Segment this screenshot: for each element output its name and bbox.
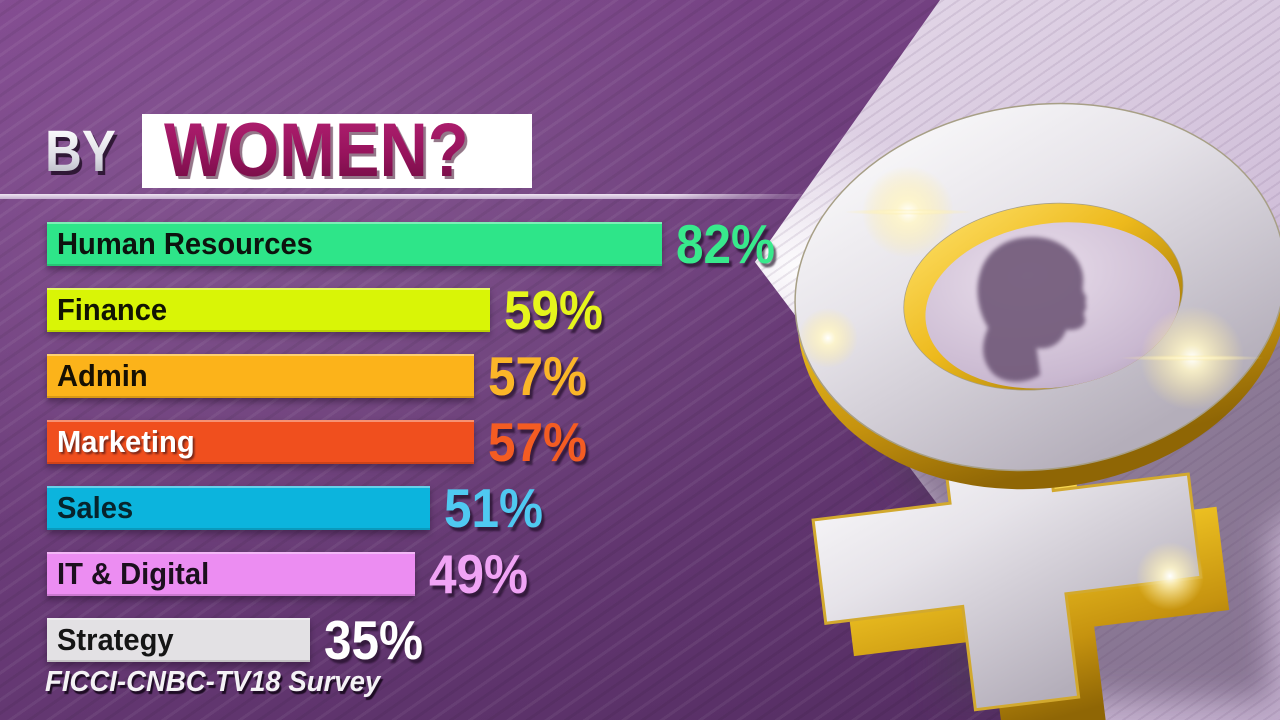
venus-symbol-icon <box>794 102 1280 720</box>
bar-row: Marketing 57% <box>47 412 887 472</box>
venus-cross <box>811 417 1230 720</box>
bar-label: Finance <box>57 292 168 327</box>
bar: Admin <box>47 354 474 398</box>
bar: Human Resources <box>47 222 662 266</box>
bar-row: Human Resources 82% <box>47 214 887 274</box>
bar-value: 82% <box>676 213 776 275</box>
bar-label: Marketing <box>57 424 195 459</box>
lens-flare <box>798 166 1264 610</box>
bar-value: 57% <box>488 411 588 473</box>
bar-label: Admin <box>57 358 148 393</box>
page-title: ROLES UNDERTAKEN <box>45 14 1003 108</box>
bar-label: Human Resources <box>57 226 313 261</box>
subtitle-highlight-box: WOMEN? <box>141 108 532 193</box>
bar: IT & Digital <box>47 552 415 596</box>
bar-label: IT & Digital <box>57 556 210 591</box>
bar-value: 49% <box>429 543 529 605</box>
bar-value: 59% <box>504 279 604 341</box>
bar: Strategy <box>47 618 310 662</box>
divider-line <box>0 194 820 199</box>
bar-value: 57% <box>488 345 588 407</box>
bar-row: Strategy 35% <box>47 610 887 670</box>
bar-label: Strategy <box>57 622 174 657</box>
face-silhouette <box>977 237 1087 382</box>
bar: Marketing <box>47 420 474 464</box>
bar-value: 51% <box>444 477 544 539</box>
bar: Sales <box>47 486 430 530</box>
bar-value: 35% <box>324 609 424 671</box>
bar: Finance <box>47 288 490 332</box>
bar-row: IT & Digital 49% <box>47 544 887 604</box>
bar-chart: Human Resources 82% Finance 59% Admin 57… <box>47 214 887 684</box>
subtitle-highlight-text: WOMEN? <box>163 108 469 193</box>
bar-row: Admin 57% <box>47 346 887 406</box>
bar-label: Sales <box>57 490 134 525</box>
subtitle-prefix: BY <box>45 118 116 184</box>
bar-row: Sales 51% <box>47 478 887 538</box>
page-subtitle: BY WOMEN? <box>45 112 532 190</box>
source-caption: FICCI-CNBC-TV18 Survey <box>45 666 381 698</box>
bar-row: Finance 59% <box>47 280 887 340</box>
